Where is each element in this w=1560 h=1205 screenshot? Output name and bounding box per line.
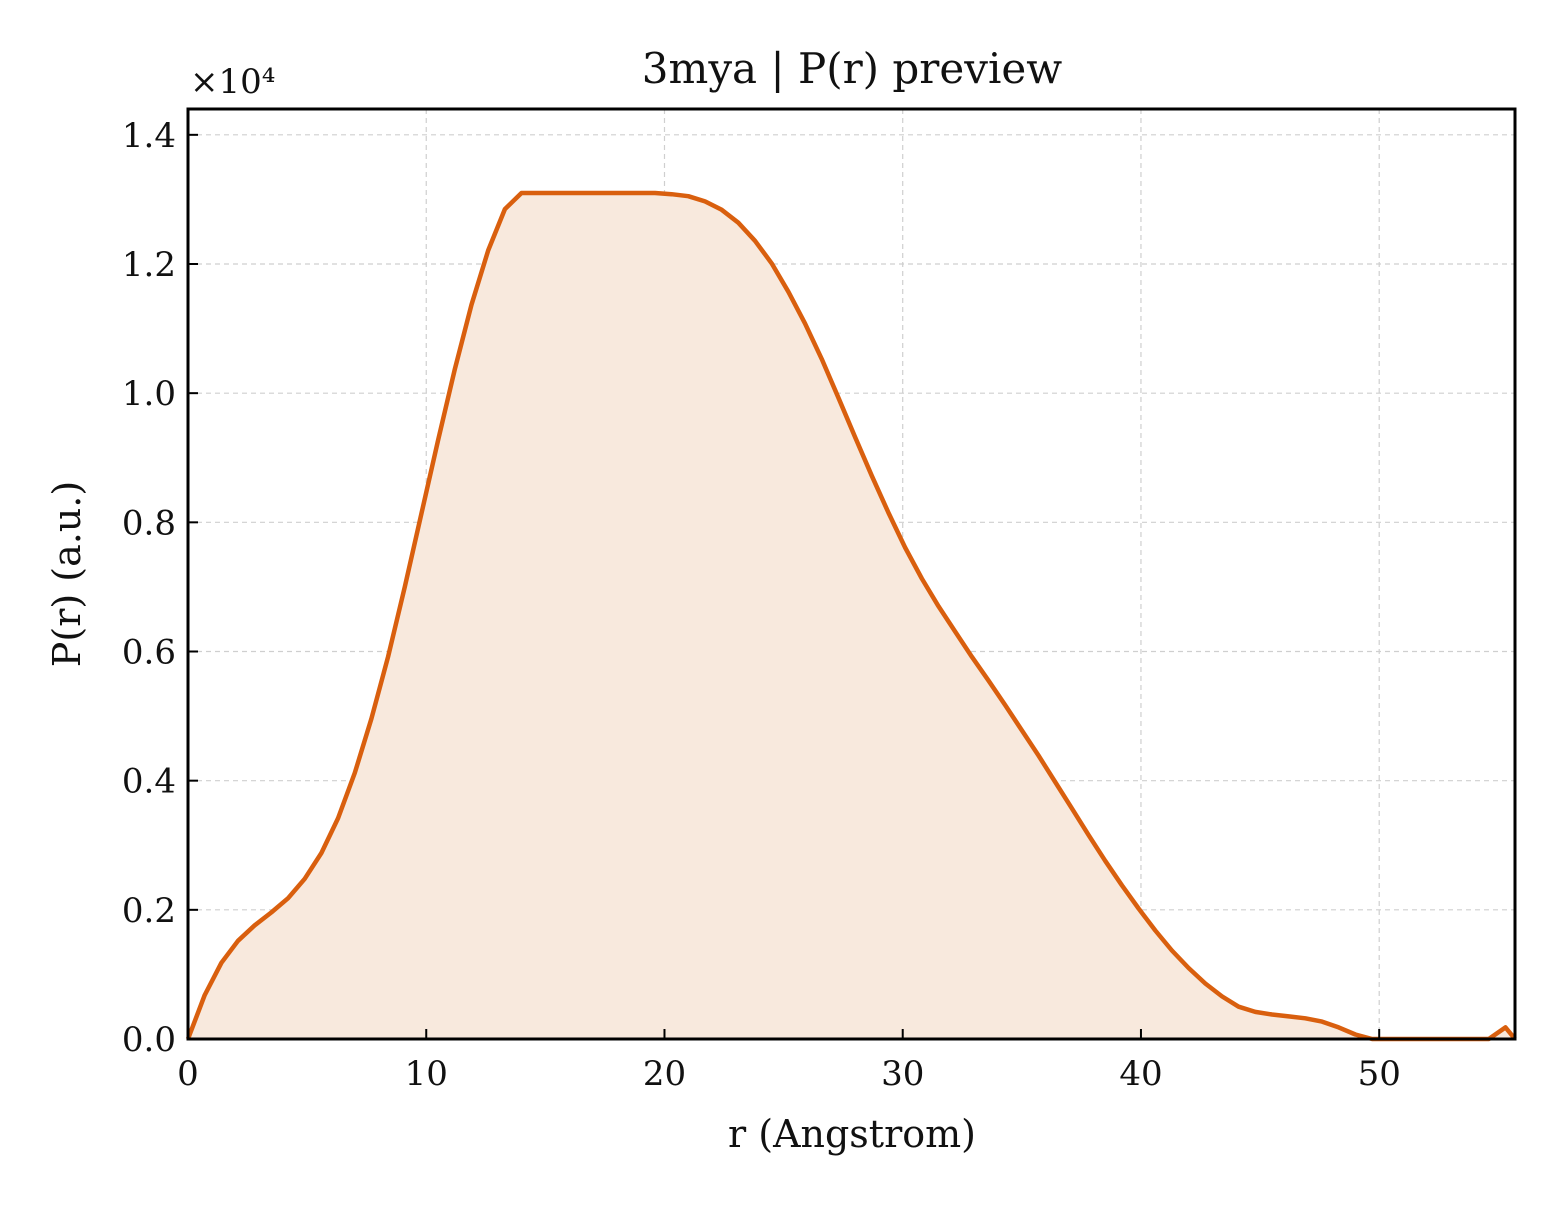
x-tick-label: 0	[177, 1054, 199, 1094]
y-tick-label: 0.6	[122, 633, 176, 673]
x-tick-label: 10	[405, 1054, 448, 1094]
x-tick-label: 20	[643, 1054, 686, 1094]
x-tick-label: 50	[1358, 1054, 1401, 1094]
pr-area-fill	[188, 193, 1515, 1039]
y-tick-label: 1.0	[122, 374, 176, 414]
chart-title: 3mya | P(r) preview	[642, 44, 1062, 93]
y-axis-label: P(r) (a.u.)	[45, 481, 89, 667]
data-layer	[185, 190, 1517, 1042]
y-tick-label: 0.0	[122, 1020, 176, 1060]
x-tick-label: 40	[1119, 1054, 1162, 1094]
y-tick-label: 1.2	[122, 245, 176, 285]
pr-curve-line	[185, 190, 1517, 1042]
y-tick-label: 0.2	[122, 891, 176, 931]
y-tick-label: 0.8	[122, 503, 176, 543]
y-tick-label: 0.4	[122, 762, 176, 802]
x-tick-label: 30	[881, 1054, 924, 1094]
x-axis-label: r (Angstrom)	[728, 1112, 976, 1156]
tick-layer: 0 10 20 30 40 50 0.0 0.2 0.4 0.6 0.8 1.0 1.2 1.4	[122, 116, 1401, 1094]
y-offset-label: ×10⁴	[190, 62, 275, 102]
plot-frame	[186, 107, 1517, 1041]
y-tick-label: 1.4	[122, 116, 176, 156]
